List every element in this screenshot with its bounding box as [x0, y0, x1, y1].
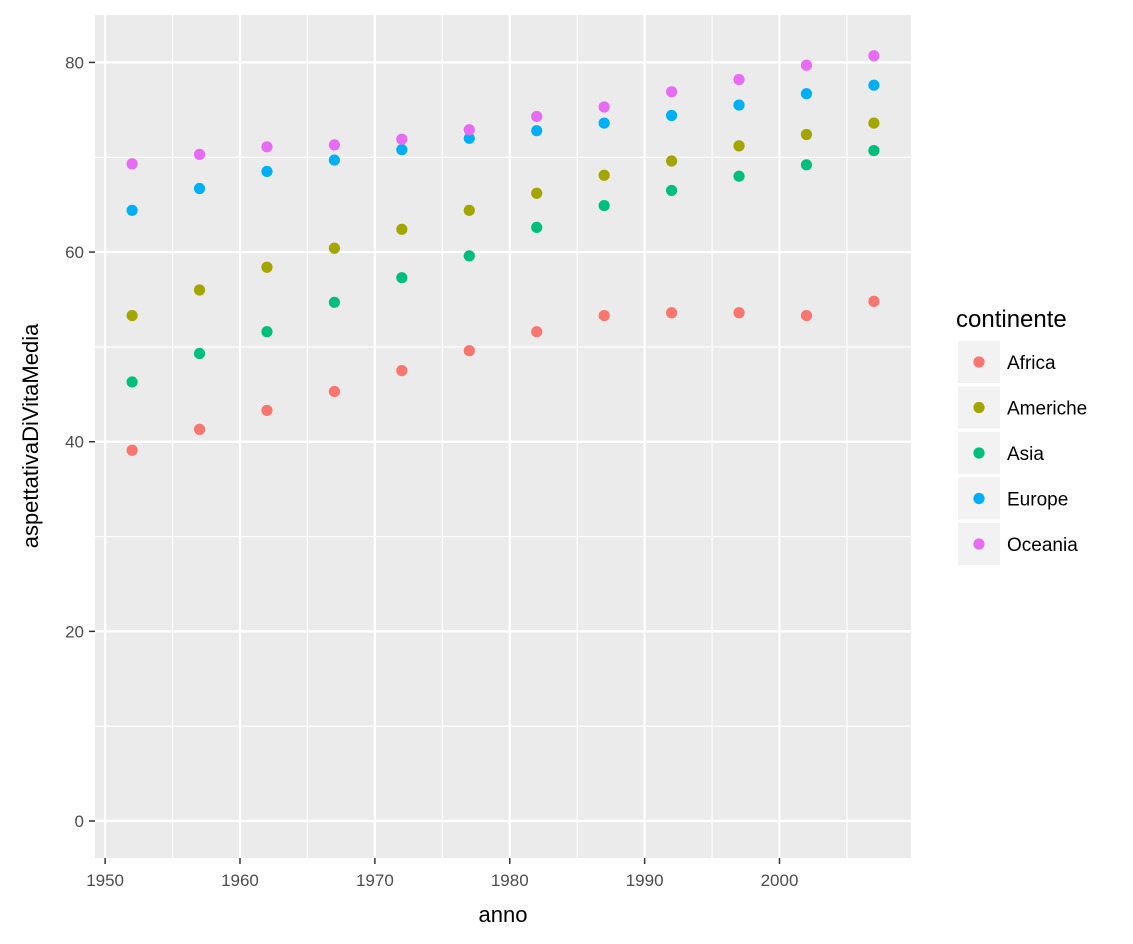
point-africa [261, 404, 273, 417]
y-tick-label: 80 [65, 53, 84, 72]
legend-swatch-europe [973, 492, 985, 505]
x-tick-label: 1990 [626, 871, 664, 890]
point-europe [531, 125, 543, 137]
legend-swatch-americhe [973, 401, 985, 414]
point-americhe [261, 261, 273, 273]
axis-ticks [89, 61, 781, 864]
point-europe [733, 99, 745, 111]
point-oceania [126, 158, 138, 170]
point-asia [463, 250, 475, 262]
point-asia [193, 347, 206, 360]
point-americhe [328, 242, 341, 254]
y-tick-label: 0 [75, 812, 84, 831]
y-tick-labels: 0 20 40 60 80 [65, 53, 84, 831]
x-tick-label: 2000 [761, 871, 799, 890]
y-tick-label: 20 [65, 622, 84, 641]
point-asia [665, 184, 678, 197]
legend: continente Africa Americhe Asia Europe Ocean… [956, 306, 1087, 565]
point-americhe [463, 204, 475, 216]
point-asia [800, 159, 813, 171]
point-asia [868, 145, 880, 157]
legend-keys: Africa Americhe Asia Europe Oceania [958, 341, 1087, 565]
point-africa [800, 309, 813, 322]
point-africa [126, 444, 138, 456]
point-oceania [800, 59, 813, 71]
point-europe [463, 132, 475, 144]
legend-swatch-oceania [973, 538, 985, 550]
legend-title: continente [956, 306, 1067, 333]
point-europe [328, 154, 341, 166]
y-axis-title: aspettativaDiVitaMedia [18, 323, 43, 548]
point-americhe [531, 187, 543, 199]
x-tick-label: 1950 [86, 871, 124, 890]
point-oceania [733, 73, 745, 86]
point-oceania [868, 50, 880, 62]
point-europe [261, 165, 273, 178]
point-americhe [598, 169, 610, 181]
point-europe [193, 182, 206, 195]
point-asia [733, 170, 745, 182]
point-europe [665, 109, 678, 122]
x-tick-label: 1980 [491, 871, 529, 890]
point-africa [733, 307, 745, 319]
point-americhe [126, 309, 138, 322]
point-americhe [665, 155, 678, 167]
point-oceania [463, 124, 475, 136]
point-africa [868, 295, 880, 307]
legend-label-europe: Europe [1007, 490, 1068, 511]
point-asia [328, 296, 341, 308]
point-africa [328, 385, 341, 398]
point-asia [531, 221, 543, 234]
point-africa [396, 364, 408, 377]
point-africa [193, 423, 206, 435]
y-tick-label: 40 [65, 433, 84, 452]
grid-major [95, 15, 911, 858]
x-axis-title: anno [479, 902, 528, 927]
point-africa [665, 307, 678, 319]
point-americhe [800, 128, 813, 141]
point-oceania [665, 86, 678, 98]
x-tick-labels: 1950 1960 1970 1980 1990 2000 [86, 871, 798, 890]
legend-label-americhe: Americhe [1007, 399, 1087, 420]
point-americhe [193, 284, 206, 296]
point-europe [126, 204, 138, 216]
x-tick-label: 1960 [221, 871, 259, 890]
x-tick-label: 1970 [356, 871, 394, 890]
data-points [126, 50, 880, 456]
point-africa [598, 309, 610, 322]
legend-label-asia: Asia [1007, 444, 1044, 465]
point-oceania [328, 139, 341, 151]
point-asia [396, 272, 408, 284]
point-africa [463, 345, 475, 357]
point-oceania [598, 101, 610, 113]
legend-label-oceania: Oceania [1007, 535, 1078, 556]
point-asia [126, 376, 138, 388]
y-tick-label: 60 [65, 243, 84, 262]
point-oceania [396, 133, 408, 145]
legend-label-africa: Africa [1007, 353, 1056, 374]
point-europe [396, 144, 408, 156]
plot-panel [95, 15, 911, 858]
grid-minor [95, 15, 911, 858]
point-europe [598, 117, 610, 129]
point-africa [531, 326, 543, 338]
point-asia [598, 199, 610, 212]
point-oceania [531, 110, 543, 123]
point-europe [868, 79, 880, 91]
point-asia [261, 326, 273, 338]
point-americhe [396, 223, 408, 235]
legend-swatch-africa [973, 356, 985, 368]
point-oceania [193, 148, 206, 160]
point-europe [800, 88, 813, 100]
point-oceania [261, 141, 273, 153]
point-americhe [868, 117, 880, 129]
point-americhe [733, 140, 745, 152]
legend-swatch-asia [973, 447, 985, 459]
